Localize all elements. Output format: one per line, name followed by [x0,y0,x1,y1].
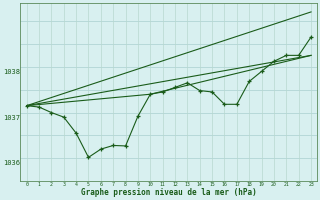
X-axis label: Graphe pression niveau de la mer (hPa): Graphe pression niveau de la mer (hPa) [81,188,257,197]
